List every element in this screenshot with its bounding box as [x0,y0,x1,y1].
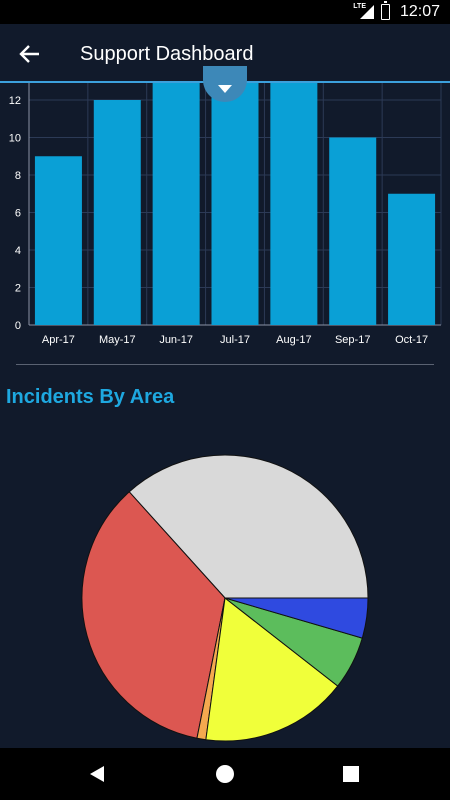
x-tick-label: Sep-17 [335,334,370,346]
bar[interactable] [329,137,377,326]
collapse-handle[interactable] [203,66,247,102]
nav-recents-icon[interactable] [337,760,365,788]
pie-slice[interactable] [128,454,369,599]
y-tick-label: 12 [9,95,21,107]
signal-icon [360,5,374,19]
x-tick-label: Aug-17 [276,334,311,346]
y-tick-label: 2 [15,283,21,295]
status-time: 12:07 [399,3,440,20]
navigation-bar [0,748,450,800]
nav-back-icon[interactable] [84,760,112,788]
pie-chart [81,454,369,742]
bar[interactable] [270,83,318,325]
y-tick-label: 0 [15,320,21,332]
bar-chart: 0 2 4 6 8 10 12 Apr-17 May-17 Jun-17 Jul-17 Aug-17 S… [9,83,442,346]
nav-home-icon[interactable] [211,760,239,788]
status-bar: LTE 12:07 [0,0,450,24]
x-tick-label: Jun-17 [159,334,193,346]
pie-slice[interactable] [224,597,369,639]
y-tick-label: 6 [15,208,21,220]
battery-icon [381,1,390,20]
arrow-back-icon[interactable] [14,38,46,70]
pie-slice[interactable] [205,597,339,742]
bar[interactable] [34,156,82,325]
page-title: Support Dashboard [80,43,254,65]
bar-chart-container: 0 2 4 6 8 10 12 Apr-17 May-17 Jun-17 Jul-17 Aug-17 S… [0,83,450,353]
network-type: LTE [353,3,366,10]
y-tick-label: 10 [9,133,21,145]
bar[interactable] [211,83,259,325]
section-title: Incidents By Area [6,386,175,408]
bar[interactable] [93,100,141,325]
pie-chart-container [0,440,450,750]
x-tick-label: Apr-17 [42,334,75,346]
bar[interactable] [388,193,436,325]
bar[interactable] [152,83,200,325]
x-tick-label: Jul-17 [220,334,250,346]
x-tick-label: May-17 [99,334,136,346]
section-divider [16,364,434,365]
y-tick-label: 4 [15,245,21,257]
pie-slice[interactable] [81,491,226,739]
y-tick-label: 8 [15,170,21,182]
x-tick-label: Oct-17 [395,334,428,346]
chevron-down-icon [218,85,232,93]
